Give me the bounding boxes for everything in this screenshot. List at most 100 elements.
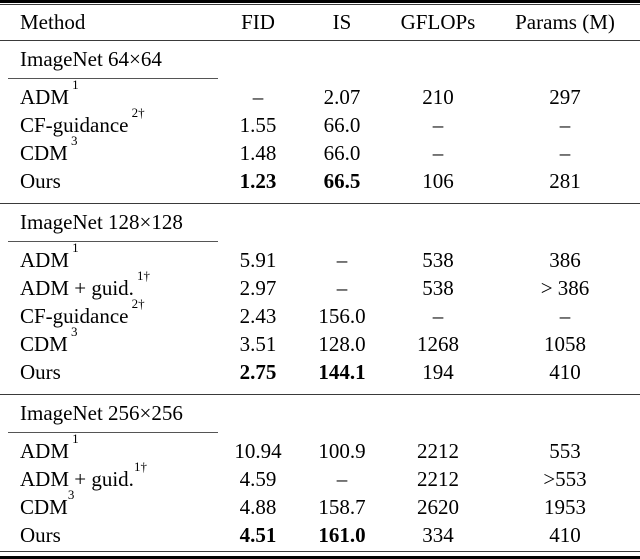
method-name: ADM [20, 85, 70, 109]
table-row: Ours 2.75 144.1 194 410 [0, 358, 640, 386]
gflops-value: 210 [422, 85, 454, 109]
method-name: CF-guidance [20, 113, 129, 137]
method-cell: ADM1 [0, 241, 218, 274]
section-top-rule [0, 203, 640, 204]
section-rows: ADM1 10.94 100.9 2212 553 ADM + guid.1† 4.59 – 2… [0, 432, 640, 551]
table-row: CDM3 3.51 128.0 1268 1058 [0, 325, 640, 358]
table-row: ADM + guid.1† 4.59 – 2212 >553 [0, 460, 640, 493]
gflops-value: 2620 [417, 495, 459, 519]
gflops-value: 334 [422, 523, 454, 547]
params-value: >553 [543, 467, 587, 491]
method-reference-superscript: 3 [67, 487, 75, 502]
params-value: 386 [549, 248, 581, 272]
is-value: 128.0 [318, 332, 366, 356]
top-rule-light [0, 4, 640, 5]
method-cell: Ours [0, 358, 218, 386]
method-reference-superscript: 1 [72, 431, 79, 446]
params-value: – [559, 304, 571, 328]
method-reference-superscript: 2† [131, 296, 145, 311]
gflops-value: – [432, 304, 444, 328]
method-cell: ADM + guid.1† [0, 460, 218, 493]
fid-value: 5.91 [239, 248, 277, 272]
table-row: ADM + guid.1† 2.97 – 538 > 386 [0, 269, 640, 302]
fid-value: 4.51 [239, 523, 277, 547]
table-section: ImageNet 256×256 ADM1 10.94 100.9 2212 553 ADM… [0, 394, 640, 551]
gflops-value: – [432, 113, 444, 137]
table-row: ADM1 – 2.07 210 297 [0, 78, 640, 111]
table-section: ImageNet 64×64 ADM1–2.07 210 297 CF-guidance… [0, 40, 640, 203]
method-cell: ADM1 [0, 78, 218, 111]
bottom-rule-light [0, 551, 640, 552]
params-value: 297 [549, 85, 581, 109]
is-value: – [336, 467, 348, 491]
params-value: 1058 [544, 332, 586, 356]
section-top-rule [0, 394, 640, 395]
section-rows: ADM1 5.91 – 538 386 ADM + guid.1† 2.97 – 538 > 38… [0, 241, 640, 394]
table-row: ADM1 5.91 – 538 386 [0, 241, 640, 274]
is-value: 66.0 [323, 141, 361, 165]
method-cell: Ours [0, 167, 218, 195]
is-value: – [336, 248, 348, 272]
fid-value: 2.75 [239, 360, 277, 384]
method-reference-superscript: 1 [72, 240, 79, 255]
gflops-value: 538 [422, 248, 454, 272]
method-reference-superscript: 3 [70, 324, 78, 339]
method-name: CDM [20, 332, 68, 356]
fid-value: 2.97 [239, 276, 277, 300]
is-value: 100.9 [318, 439, 366, 463]
gflops-value: 106 [422, 169, 454, 193]
method-cell: CDM3 [0, 134, 218, 167]
gflops-value: 2212 [417, 467, 459, 491]
method-name: Ours [20, 360, 61, 384]
fid-value: – [252, 85, 264, 109]
is-value: 161.0 [318, 523, 366, 547]
method-reference-superscript: 3 [70, 133, 78, 148]
table-section: ImageNet 128×128 ADM1 5.91–538 386 ADM + gui… [0, 203, 640, 394]
method-name: Ours [20, 523, 61, 547]
method-cell: CDM3 [0, 325, 218, 358]
params-value: > 386 [540, 276, 590, 300]
method-reference-superscript: 1† [137, 268, 151, 283]
is-value: 156.0 [318, 304, 366, 328]
gflops-value: 194 [422, 360, 454, 384]
method-name: Ours [20, 169, 61, 193]
method-cell: ADM + guid.1† [0, 269, 218, 302]
is-value: 66.5 [323, 169, 361, 193]
is-value: 144.1 [318, 360, 366, 384]
params-value: 553 [549, 439, 581, 463]
fid-value: 1.23 [239, 169, 277, 193]
fid-value: 1.55 [239, 113, 277, 137]
is-value: 158.7 [318, 495, 366, 519]
gflops-value: 538 [422, 276, 454, 300]
section-top-rule [0, 40, 640, 41]
method-cell: CDM3 [0, 488, 218, 521]
params-value: – [559, 113, 571, 137]
gflops-value: – [432, 141, 444, 165]
fid-value: 2.43 [239, 304, 277, 328]
column-header-method: Method [20, 10, 86, 34]
column-header-is: IS [332, 10, 352, 34]
method-reference-superscript: 1 [72, 77, 79, 92]
fid-value: 4.59 [239, 467, 277, 491]
fid-value: 1.48 [239, 141, 277, 165]
table-row: CF-guidance2† 1.55 66.0 – – [0, 106, 640, 139]
method-name: CDM [20, 141, 68, 165]
is-value: 66.0 [323, 113, 361, 137]
section-underline-rule [8, 241, 218, 242]
table-row: CDM3 4.88 158.7 2620 1953 [0, 488, 640, 521]
table-row: Ours 4.51 161.0 334 410 [0, 521, 640, 549]
top-rule-heavy [0, 0, 640, 3]
section-title: ImageNet 256×256 [20, 401, 183, 425]
params-value: 281 [549, 169, 581, 193]
fid-value: 4.88 [239, 495, 277, 519]
gflops-value: 2212 [417, 439, 459, 463]
fid-value: 10.94 [234, 439, 282, 463]
column-header-params: Params (M) [515, 10, 615, 34]
section-title: ImageNet 64×64 [20, 47, 162, 71]
method-cell: CF-guidance2† [0, 297, 218, 330]
params-value: – [559, 141, 571, 165]
fid-value: 3.51 [239, 332, 277, 356]
params-value: 410 [549, 523, 581, 547]
table-row: ADM1 10.94 100.9 2212 553 [0, 432, 640, 465]
